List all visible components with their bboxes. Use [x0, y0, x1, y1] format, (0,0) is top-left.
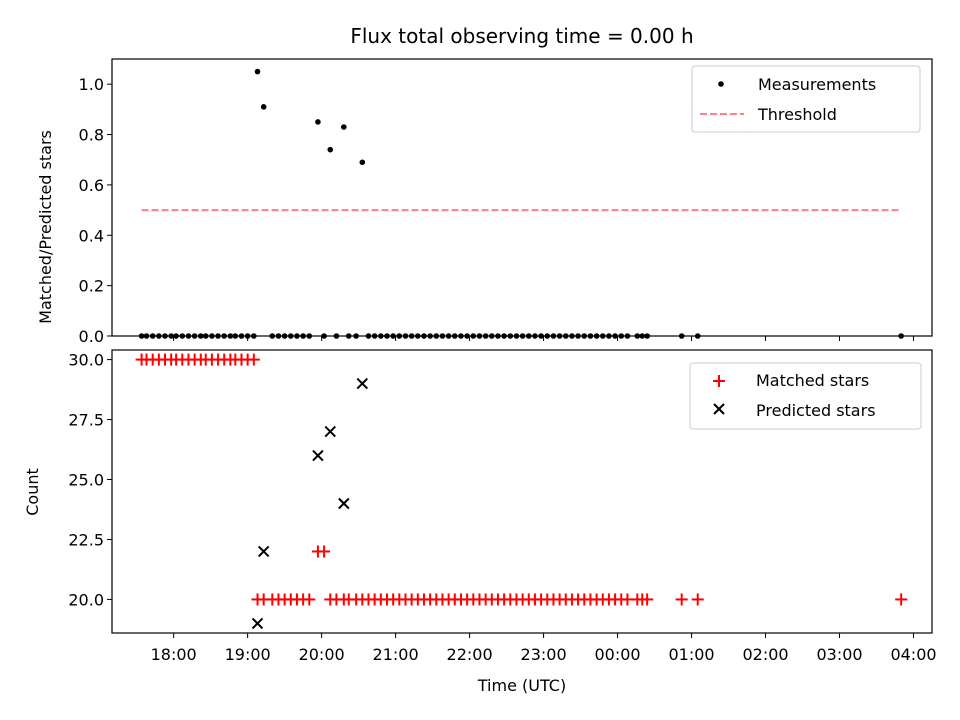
x-tick-label: 02:00	[742, 645, 788, 664]
top-y-tick-label: 0.4	[79, 226, 104, 245]
bottom-y-ticks: 20.0 22.5 25.0 27.5 30.0	[68, 351, 112, 609]
predicted-star-point	[324, 425, 336, 438]
x-tick-label: 22:00	[447, 645, 493, 664]
legend-measurements-label: Measurements	[758, 75, 876, 94]
bottom-y-tick-label: 27.5	[68, 411, 104, 430]
x-tick-label: 04:00	[890, 645, 936, 664]
top-y-ticks: 0.0 0.2 0.4 0.6 0.8 1.0	[79, 75, 112, 346]
x-tick-label: 03:00	[816, 645, 862, 664]
measurement-point	[315, 119, 321, 125]
legend-matched-label: Matched stars	[756, 371, 869, 390]
x-tick-label: 19:00	[225, 645, 271, 664]
matched-star-point	[691, 593, 704, 606]
legend-predicted-marker	[713, 403, 725, 415]
matched-star-point	[318, 545, 331, 558]
matched-star-point	[303, 593, 316, 606]
bottom-y-tick-label: 30.0	[68, 351, 104, 370]
measurement-point	[327, 146, 334, 153]
top-y-tick-label: 0.0	[79, 327, 104, 346]
measurement-point	[260, 104, 267, 110]
predicted-star-point	[356, 377, 369, 390]
top-legend: Measurements Threshold	[691, 65, 921, 133]
legend-measurements-marker	[718, 81, 724, 87]
chart-title: Flux total observing time = 0.00 h	[350, 24, 693, 48]
x-tick-label: 20:00	[299, 645, 345, 664]
predicted-star-point	[251, 617, 264, 630]
bottom-legend: Matched stars Predicted stars	[689, 362, 922, 430]
legend-threshold-label: Threshold	[757, 105, 837, 124]
legend-matched-marker	[713, 375, 725, 387]
bottom-x-ticks: 18:00 19:00 20:00 21:00 22:00 23:00 00:00 01:00…	[151, 633, 937, 664]
matched-star-point	[247, 353, 260, 366]
x-tick-label: 21:00	[373, 645, 419, 664]
top-y-tick-label: 0.2	[79, 277, 104, 296]
top-legend-box	[691, 65, 921, 133]
measurement-point	[254, 68, 261, 75]
predicted-star-point	[312, 449, 324, 462]
bottom-legend-box	[689, 362, 922, 430]
bottom-panel: Count Time (UTC) 20.0 22.5 25.0 27.5 30.0 18…	[23, 349, 937, 695]
top-panel: Matched/Predicted stars 0.0 0.2 0.4 0.6 0.8 1…	[36, 58, 933, 346]
bottom-plot-area	[135, 353, 908, 630]
bottom-y-axis-label: Count	[23, 468, 42, 516]
bottom-axes-frame	[111, 349, 933, 634]
measurement-point	[359, 159, 366, 166]
top-y-tick-label: 0.8	[79, 126, 104, 145]
matched-star-point	[641, 593, 654, 606]
measurement-point	[341, 124, 347, 130]
top-y-tick-label: 0.6	[79, 176, 104, 195]
legend-predicted-label: Predicted stars	[756, 401, 876, 420]
matched-star-point	[895, 593, 908, 606]
x-tick-label: 23:00	[521, 645, 567, 664]
bottom-y-tick-label: 22.5	[68, 530, 104, 549]
top-axes-frame	[111, 58, 933, 337]
bottom-x-axis-label: Time (UTC)	[477, 676, 566, 695]
matched-star-point	[675, 593, 688, 606]
top-y-axis-label: Matched/Predicted stars	[36, 130, 55, 324]
x-tick-label: 18:00	[151, 645, 197, 664]
x-tick-label: 01:00	[668, 645, 714, 664]
bottom-y-tick-label: 25.0	[68, 471, 104, 490]
bottom-y-tick-label: 20.0	[68, 590, 104, 609]
predicted-star-point	[257, 545, 270, 558]
x-tick-label: 00:00	[595, 645, 641, 664]
predicted-star-point	[338, 497, 350, 510]
top-y-tick-label: 1.0	[79, 75, 104, 94]
